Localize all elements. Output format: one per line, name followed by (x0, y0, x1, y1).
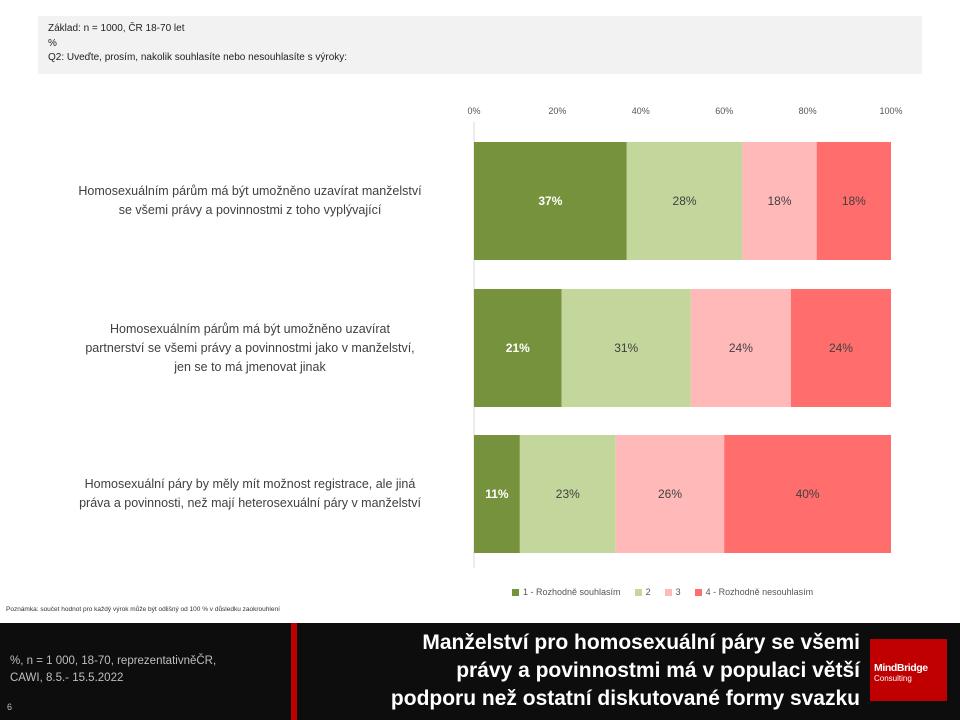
bar-segment (742, 142, 817, 260)
base-line-sample: Základ: n = 1000, ČR 18-70 let (48, 23, 185, 34)
row-label-2-line-1: Homosexuálním párům má být umožněno uzav… (109, 321, 390, 336)
row-label-3-line-2: práva a povinnosti, než mají heterosexuá… (79, 496, 421, 510)
legend-label-3: 3 (675, 587, 681, 597)
row-label-2-line-2: partnerství se všemi právy a povinnostmi… (85, 340, 415, 355)
bar-segment (519, 435, 616, 553)
bar-segment (626, 142, 743, 260)
legend-swatch-2 (634, 588, 642, 596)
bar-segment (561, 289, 691, 407)
legend-item-4: 4 - Rozhodně nesouhlasím (694, 587, 814, 597)
row-label-3-line-1: Homosexuální páry by měly mít možnost re… (84, 477, 416, 491)
legend-swatch-3 (664, 588, 672, 596)
data-label: 37% (538, 194, 562, 208)
bar-segment (474, 435, 520, 553)
footer-divider (291, 623, 297, 720)
footer-meta-line-2: CAWI, 8.5.- 15.5.2022 (10, 672, 124, 684)
data-label: 23% (556, 487, 580, 501)
row-label-3: Homosexuální páry by měly mít možnost re… (40, 435, 460, 553)
data-label: 28% (673, 194, 697, 208)
legend-label-4: 4 - Rozhodně nesouhlasím (705, 587, 814, 597)
headline-line-2: právy a povinnostmi má v populaci větší (456, 659, 860, 682)
slide-headline: Manželství pro homosexuální páry se všem… (300, 629, 860, 713)
footer-bar: %, n = 1 000, 18-70, reprezentativněČR, … (0, 623, 960, 720)
bar-segment (816, 142, 891, 260)
row-label-1: Homosexuálním párům má být umožněno uzav… (40, 142, 460, 260)
x-tick-label: 20% (548, 106, 566, 116)
row-label-1-line-1: Homosexuálním párům má být umožněno uzav… (78, 184, 422, 198)
data-label: 21% (506, 341, 530, 355)
data-label: 24% (829, 341, 853, 355)
data-label: 40% (796, 487, 820, 501)
bar-segment (474, 142, 627, 260)
data-label: 18% (768, 194, 792, 208)
data-label: 26% (658, 487, 682, 501)
bar-segment (474, 289, 562, 407)
headline-line-1: Manželství pro homosexuální páry se všem… (422, 631, 860, 654)
data-label: 24% (729, 341, 753, 355)
row-label-2-line-3: jen se to má jmenovat jinak (174, 359, 326, 374)
mindbridge-logo: MindBridge Consulting (870, 639, 947, 701)
footer-meta: %, n = 1 000, 18-70, reprezentativněČR, … (10, 653, 280, 687)
base-line-question: Q2: Uveďte, prosím, nakolik souhlasíte n… (48, 52, 348, 63)
data-label: 11% (485, 487, 509, 501)
chart-svg: 0% 20% 40% 60% 80% 100% 37% 28% 18% 18% 21% 31% 24% 2… (467, 106, 903, 568)
x-tick-label: 60% (715, 106, 733, 116)
legend-label-2: 2 (645, 587, 651, 597)
data-label: 31% (614, 341, 638, 355)
logo-sub-text: Consulting (874, 674, 912, 683)
x-tick-label: 80% (799, 106, 817, 116)
legend-swatch-1 (512, 588, 519, 596)
row-label-2: Homosexuálním párům má být umožněno uzav… (40, 289, 460, 407)
row-label-1-line-2: se všemi právy a povinnostmi z toho vypl… (118, 203, 382, 217)
chart-legend: 1 - Rozhodně souhlasím 2 3 4 - Rozhodně … (512, 585, 813, 599)
bar-segment (724, 435, 891, 553)
headline-line-3: podporu než ostatní diskutované formy sv… (390, 687, 860, 710)
x-tick-label: 40% (632, 106, 650, 116)
data-label: 18% (842, 194, 866, 208)
bar-segment (790, 289, 891, 407)
legend-swatch-4 (694, 588, 702, 596)
base-line-unit: % (48, 37, 57, 49)
footer-meta-line-1: %, n = 1 000, 18-70, reprezentativněČR, (10, 655, 217, 667)
page-number: 6 (7, 702, 13, 712)
legend-item-1: 1 - Rozhodně souhlasím (512, 587, 621, 597)
legend-item-3: 3 (664, 587, 681, 597)
footnote: Poznámka: součet hodnot pro každý výrok … (6, 606, 280, 613)
x-tick-label: 0% (467, 106, 480, 116)
stacked-bar-chart: 0% 20% 40% 60% 80% 100% 37% 28% 18% 18% 21% 31% 24% 2… (0, 96, 960, 606)
bar-segment (690, 289, 791, 407)
x-tick-label: 100% (879, 106, 902, 116)
legend-item-2: 2 (634, 587, 651, 597)
legend-label-1: 1 - Rozhodně souhlasím (523, 587, 621, 597)
logo-main-text: MindBridge (874, 662, 928, 674)
base-info-box: Základ: n = 1000, ČR 18-70 let % Q2: Uve… (38, 16, 922, 74)
bar-segment (615, 435, 725, 553)
